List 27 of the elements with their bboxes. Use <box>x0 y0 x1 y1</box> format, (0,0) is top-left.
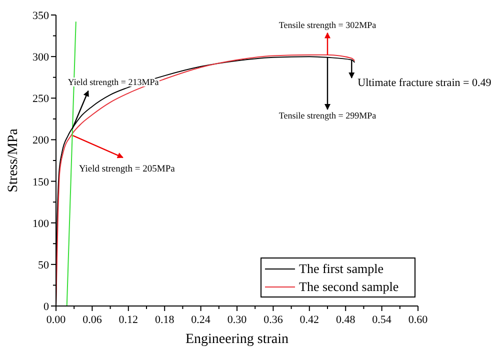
x-tick-label: 0.30 <box>227 314 248 326</box>
x-tick-label: 0.06 <box>82 314 102 326</box>
y-tick-label: 150 <box>32 176 50 188</box>
x-axis-title: Engineering strain <box>185 332 289 347</box>
annotation: Tensile strength = 302MPa <box>278 20 376 30</box>
y-axis-title: Stress/MPa <box>6 128 21 192</box>
legend-label: The first sample <box>299 261 384 276</box>
x-tick-label: 0.12 <box>118 314 138 326</box>
x-tick-label: 0.36 <box>264 314 284 326</box>
x-tick-label: 0.48 <box>336 314 356 326</box>
x-tick-label: 0.42 <box>300 314 320 326</box>
x-tick-label: 0.24 <box>191 314 211 326</box>
y-tick-label: 200 <box>32 134 50 147</box>
y-tick-label: 50 <box>38 259 50 272</box>
x-tick-label: 0.60 <box>408 314 428 326</box>
x-tick-label: 0.54 <box>372 314 392 326</box>
y-tick-label: 100 <box>32 218 50 230</box>
y-tick-label: 250 <box>32 93 50 106</box>
legend-label: The second sample <box>299 279 399 294</box>
x-tick-label: 0.18 <box>154 314 175 326</box>
annotation: Ultimate fracture strain = 0.49 <box>358 76 491 89</box>
y-tick-label: 350 <box>32 10 50 22</box>
y-tick-label: 0 <box>44 301 50 313</box>
x-tick-label: 0.00 <box>46 314 66 326</box>
annotation: Yield strength = 205MPa <box>78 164 176 175</box>
annotation: Tensile strength = 299MPa <box>278 110 376 120</box>
y-tick-label: 300 <box>32 52 50 64</box>
